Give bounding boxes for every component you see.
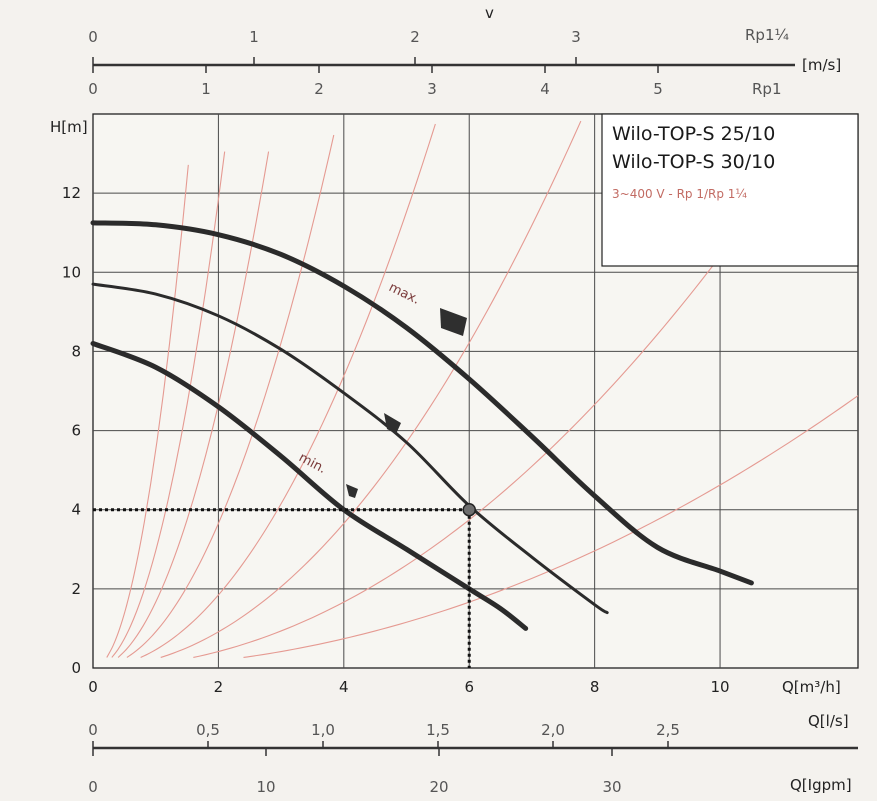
secondary-tick-label: 0,5 <box>196 721 220 739</box>
x-tick-labels: 0 2 4 6 8 10 <box>88 678 729 696</box>
y-tick-label: 0 <box>71 659 81 677</box>
mid-marker <box>384 413 401 434</box>
secondary-tick-label: 2,5 <box>656 721 680 739</box>
y-tick-label: 6 <box>71 422 81 440</box>
secondary-tick-label: 20 <box>429 778 448 796</box>
velocity-axis-label: v <box>485 4 494 22</box>
legend-title-2: Wilo-TOP-S 30/10 <box>612 151 775 173</box>
pump-curves <box>90 220 754 631</box>
velocity-tick-label: 2 <box>410 28 420 46</box>
max-marker <box>440 308 467 336</box>
secondary-tick-label: 1,5 <box>426 721 450 739</box>
secondary-tick-label: 1,0 <box>311 721 335 739</box>
y-tick-label: 8 <box>71 342 81 360</box>
velocity-tick-label: 1 <box>201 80 211 98</box>
velocity-unit: [m/s] <box>802 56 841 74</box>
operating-point <box>462 502 476 517</box>
x-tick-label: 10 <box>711 678 730 696</box>
secondary-tick-label: 30 <box>602 778 621 796</box>
velocity-tick-label: 1 <box>249 28 259 46</box>
velocity-rp1-label: Rp1 <box>752 80 782 98</box>
system-curve <box>160 120 582 658</box>
velocity-tick-label: 3 <box>571 28 581 46</box>
ls-ticks: 0 0,5 1,0 1,5 2,0 2,5 <box>88 721 680 748</box>
secondary-tick-label: 0 <box>88 778 98 796</box>
secondary-tick-label: 10 <box>256 778 275 796</box>
secondary-tick-label: 0 <box>88 721 98 739</box>
velocity-tick-label: 3 <box>427 80 437 98</box>
x-tick-label: 8 <box>590 678 600 696</box>
system-curve <box>140 123 436 658</box>
operating-point-group <box>93 502 476 668</box>
ls-axis-label: Q[l/s] <box>808 712 849 730</box>
velocity-rp1-ticks: 0 1 2 3 4 5 <box>88 65 663 98</box>
x-axis-label: Q[m³/h] <box>782 678 841 696</box>
y-tick-labels: 0 2 4 6 8 10 12 <box>62 184 81 677</box>
velocity-tick-label: 0 <box>88 80 98 98</box>
x-tick-label: 2 <box>214 678 224 696</box>
min-marker <box>346 484 358 498</box>
x-tick-label: 0 <box>88 678 98 696</box>
velocity-rp114-label: Rp1¼ <box>745 26 789 44</box>
velocity-tick-label: 4 <box>540 80 550 98</box>
pump-curve-1 <box>91 282 609 615</box>
velocity-tick-label: 2 <box>314 80 324 98</box>
x-tick-label: 6 <box>464 678 474 696</box>
pump-curve-0 <box>90 220 754 586</box>
y-tick-label: 2 <box>71 580 81 598</box>
legend-box <box>601 113 859 267</box>
system-curve <box>117 151 270 658</box>
velocity-rp114-ticks: 0 1 2 3 <box>88 28 581 65</box>
system-curve <box>106 164 189 658</box>
legend-subtitle: 3~400 V - Rp 1/Rp 1¼ <box>612 187 747 201</box>
igpm-axis-label: Q[Igpm] <box>790 776 852 794</box>
secondary-tick-label: 2,0 <box>541 721 565 739</box>
legend-title-1: Wilo-TOP-S 25/10 <box>612 123 775 145</box>
y-tick-label: 4 <box>71 501 81 519</box>
system-curve <box>126 134 335 658</box>
y-axis-label: H[m] <box>50 118 88 136</box>
grid <box>93 114 858 668</box>
system-curve <box>111 151 226 658</box>
y-tick-label: 12 <box>62 184 81 202</box>
velocity-tick-label: 0 <box>88 28 98 46</box>
pump-curve-2 <box>90 341 529 631</box>
velocity-tick-label: 5 <box>653 80 663 98</box>
igpm-ticks: 0 10 20 30 <box>88 748 622 796</box>
x-tick-label: 4 <box>339 678 349 696</box>
y-tick-label: 10 <box>62 263 81 281</box>
